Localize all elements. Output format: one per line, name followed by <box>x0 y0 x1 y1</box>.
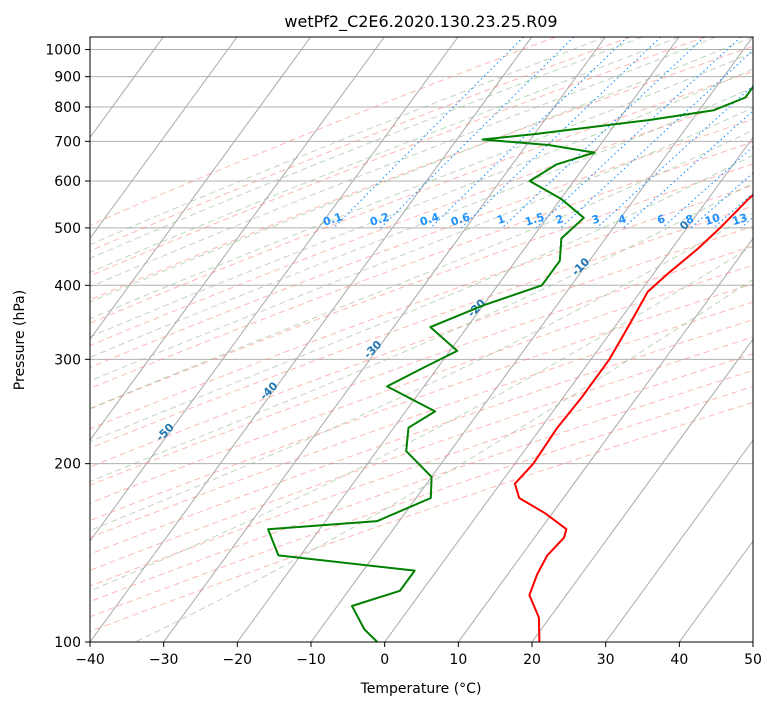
dry-adiabat-line <box>90 245 753 486</box>
dry-adiabat-line <box>90 184 753 430</box>
mixing-ratio-line <box>535 37 742 229</box>
x-tick-label: 20 <box>523 652 541 668</box>
dry-adiabat-line <box>90 319 753 555</box>
temperature-line <box>513 193 753 642</box>
x-tick-label: 0 <box>380 652 389 668</box>
dry-adiabat-line <box>90 264 753 504</box>
x-tick-label: −20 <box>223 652 253 668</box>
x-tick-label: −10 <box>296 652 326 668</box>
isotherm-line <box>163 37 606 642</box>
y-tick-label: 1000 <box>45 43 81 59</box>
isotherm-line <box>90 37 385 442</box>
mixing-ratio-label: 1 <box>495 212 506 227</box>
x-tick-label: 10 <box>449 652 467 668</box>
moist-adiabat-line <box>90 129 753 410</box>
mixing-ratio-line <box>430 37 628 229</box>
x-tick-label: −40 <box>75 652 105 668</box>
moist-adiabat-line <box>90 212 753 532</box>
moist-adiabat-line <box>90 37 680 273</box>
moist-adiabat-line <box>90 86 753 358</box>
dewpoint-line <box>267 85 753 642</box>
y-tick-label: 800 <box>54 100 81 116</box>
mixing-ratio-label: 3 <box>590 212 601 227</box>
y-tick-label: 400 <box>54 278 81 294</box>
y-tick-label: 100 <box>54 635 81 651</box>
moist-adiabat-line <box>90 182 753 483</box>
dry-adiabat-line <box>90 95 753 347</box>
dry-adiabat-line <box>90 118 753 368</box>
plot-frame <box>89 36 754 643</box>
isotherm-line <box>236 37 680 642</box>
dry-adiabat-line <box>90 45 753 301</box>
x-tick-label: −30 <box>149 652 179 668</box>
x-tick-label: 50 <box>744 652 762 668</box>
mixing-ratio-label: 2 <box>554 212 565 227</box>
dry-adiabat-line <box>90 205 753 449</box>
mixing-ratio-label: 0.1 <box>321 210 344 228</box>
mixing-ratio-label: 0.2 <box>368 210 391 228</box>
y-tick-label: 600 <box>54 174 81 190</box>
mixing-ratio-label: 1.5 <box>523 210 546 228</box>
x-tick-label: 40 <box>670 652 688 668</box>
y-tick-label: 700 <box>54 134 81 150</box>
isotherm-line <box>457 237 753 642</box>
mixing-ratio-label: 4 <box>617 212 629 227</box>
dry-adiabat-line <box>90 37 631 252</box>
moist-adiabat-line <box>90 68 753 338</box>
mixing-ratio-label: 13 <box>731 211 750 228</box>
dry-adiabat-line <box>90 386 753 618</box>
moist-adiabat-line <box>90 245 753 592</box>
mixing-ratio-line <box>623 110 753 229</box>
moist-adiabat-line <box>90 37 606 246</box>
grid-layer <box>90 37 753 642</box>
chart-title: wetPf2_C2E6.2020.130.23.25.R09 <box>284 12 557 32</box>
moist-adiabat-line <box>90 107 753 382</box>
mixing-ratio-line <box>461 37 661 229</box>
series-layer <box>267 85 753 642</box>
y-tick-label: 900 <box>54 70 81 86</box>
moist-adiabat-line <box>90 37 753 303</box>
x-axis-title: Temperature (°C) <box>360 681 482 697</box>
mixing-ratio-label: 0.4 <box>418 210 441 228</box>
moist-adiabat-line <box>90 154 753 443</box>
y-axis-title: Pressure (hPa) <box>12 290 28 390</box>
mixing-ratio-label: 10 <box>703 211 722 228</box>
y-tick-label: 300 <box>54 352 81 368</box>
tick-layer: −40 −30 −20 −10 0 10 20 30 40 5010020030040050060… <box>45 43 762 668</box>
x-tick-label: 30 <box>597 652 615 668</box>
isotherm-line <box>90 37 312 341</box>
mixing-ratio-label: 0.6 <box>449 210 472 228</box>
isotherm-line <box>90 37 238 240</box>
mixing-ratio-label: 8 <box>684 212 695 227</box>
isotherm-line <box>90 37 459 542</box>
y-tick-label: 200 <box>54 457 81 473</box>
dry-adiabat-line <box>90 301 753 539</box>
y-tick-label: 500 <box>54 221 81 237</box>
isotherm-line <box>90 37 533 642</box>
isotherm-line <box>605 439 753 642</box>
moist-adiabat-line <box>90 37 716 288</box>
dry-adiabat-line <box>90 37 706 277</box>
mixing-ratio-label: 6 <box>656 212 668 227</box>
moist-adiabat-line <box>90 37 643 259</box>
mixing-ratio-line <box>333 37 524 229</box>
dry-adiabat-line <box>90 353 753 587</box>
